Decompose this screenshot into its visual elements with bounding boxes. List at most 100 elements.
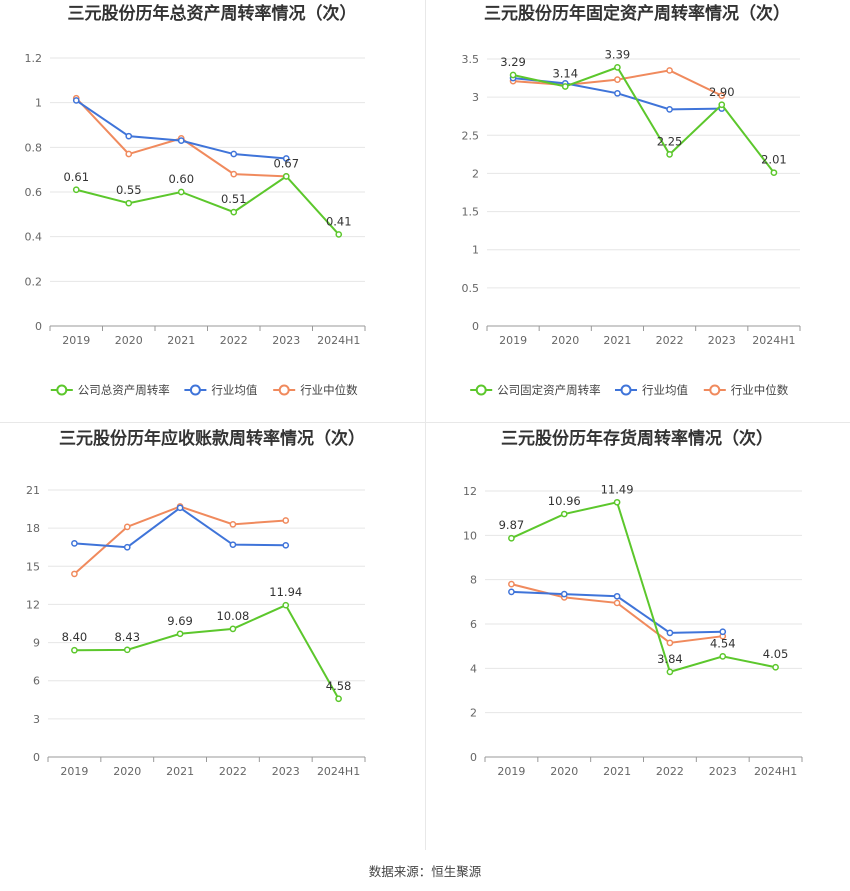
fixed-asset-turnover-chart: 三元股份历年固定资产周转率情况（次） 0 0.5 1 1.5 2 2.5 3 3.5 2019 20… [462, 3, 801, 397]
data-point-median [666, 67, 673, 74]
chart-title: 三元股份历年固定资产周转率情况（次） [484, 3, 790, 24]
data-point-median [229, 520, 237, 528]
y-tick-label: 12 [26, 598, 40, 611]
x-tick-label: 2023 [272, 765, 300, 778]
y-tick-label: 15 [26, 560, 40, 573]
data-point-median [125, 150, 133, 158]
data-label: 0.67 [273, 156, 299, 170]
data-label: 3.14 [552, 66, 578, 80]
data-point-company [177, 188, 185, 196]
data-point-company [614, 64, 621, 71]
series-line-avg [74, 506, 286, 549]
data-label: 4.58 [326, 679, 352, 693]
x-tick-label: 2019 [499, 334, 527, 347]
legend-label: 行业中位数 [731, 383, 789, 397]
data-point-company [561, 83, 569, 90]
data-point-median [230, 170, 238, 178]
data-point-company [230, 208, 238, 216]
chart-title: 三元股份历年应收账款周转率情况（次） [59, 428, 365, 449]
data-point-avg [282, 155, 290, 162]
data-point-company [282, 173, 290, 180]
data-point-avg [71, 540, 78, 547]
data-point-company [772, 663, 779, 671]
legend-item-company[interactable]: 公司固定资产周转率 [470, 383, 601, 397]
x-tick-label: 2023 [708, 334, 736, 347]
y-tick-label: 3.5 [462, 53, 480, 66]
y-tick-label: 0 [470, 751, 477, 764]
y-tick-label: 0.8 [25, 141, 43, 154]
y-tick-label: 10 [463, 529, 477, 542]
y-tick-label: 1.5 [462, 206, 480, 219]
data-point-avg [560, 590, 568, 598]
x-tick-label: 2020 [115, 334, 143, 347]
x-tick-label: 2019 [60, 765, 88, 778]
data-point-company [335, 695, 342, 703]
chart-title: 三元股份历年总资产周转率情况（次） [68, 3, 357, 24]
data-label: 0.60 [168, 172, 194, 186]
data-point-avg [613, 592, 621, 600]
x-tick-label: 2023 [709, 765, 737, 778]
data-label: 3.39 [605, 47, 631, 61]
y-tick-label: 1 [472, 244, 479, 257]
y-tick-label: 1.2 [25, 52, 43, 65]
y-tick-label: 0 [472, 320, 479, 333]
y-tick-label: 0 [33, 751, 40, 764]
x-tick-label: 2021 [166, 765, 194, 778]
data-point-avg [125, 132, 133, 140]
y-tick-label: 4 [470, 662, 477, 675]
data-point-avg [229, 541, 237, 549]
data-point-company [666, 151, 673, 158]
y-tick-label: 6 [470, 618, 477, 631]
y-tick-label: 0.2 [25, 275, 43, 288]
x-tick-label: 2019 [497, 765, 525, 778]
data-point-median [123, 523, 131, 531]
legend-item-company[interactable]: 公司总资产周转率 [50, 383, 170, 397]
series-line-company [511, 501, 776, 674]
x-tick-label: 2024H1 [317, 334, 360, 347]
data-label: 10.08 [216, 609, 249, 623]
series-line-company [512, 66, 775, 174]
legend-item-avg[interactable]: 行业均值 [184, 383, 258, 397]
data-point-company [613, 498, 621, 506]
x-tick-label: 2023 [272, 334, 300, 347]
y-tick-label: 3 [472, 91, 479, 104]
legend-label: 公司固定资产周转率 [497, 383, 601, 397]
data-label: 8.43 [114, 630, 140, 644]
data-point-avg [230, 150, 238, 158]
y-tick-label: 0.6 [25, 186, 43, 199]
data-point-avg [719, 628, 727, 636]
x-tick-label: 2024H1 [317, 765, 360, 778]
legend-item-median[interactable]: 行业中位数 [703, 383, 789, 397]
data-label: 0.51 [221, 192, 247, 206]
data-point-median [282, 517, 290, 524]
data-label: 4.54 [710, 636, 736, 650]
data-point-company [282, 601, 290, 609]
legend-label: 公司总资产周转率 [78, 383, 170, 397]
x-tick-label: 2022 [220, 334, 248, 347]
total-asset-turnover-chart: 三元股份历年总资产周转率情况（次） 0 0.2 0.4 0.6 0.8 1 1.2 2019 20… [25, 3, 366, 397]
x-tick-label: 2022 [656, 334, 684, 347]
data-point-avg [176, 504, 184, 512]
data-point-company [71, 646, 78, 654]
x-tick-label: 2024H1 [754, 765, 797, 778]
y-tick-label: 2 [470, 707, 477, 720]
data-point-median [508, 580, 515, 588]
x-tick-label: 2024H1 [752, 334, 795, 347]
data-label: 2.90 [709, 85, 735, 99]
x-tick-label: 2019 [62, 334, 90, 347]
data-point-company [72, 186, 80, 194]
x-tick-label: 2021 [167, 334, 195, 347]
data-point-avg [614, 89, 621, 97]
y-tick-label: 21 [26, 484, 40, 497]
data-point-avg [123, 543, 131, 551]
y-tick-label: 18 [26, 522, 40, 535]
legend-item-median[interactable]: 行业中位数 [273, 383, 358, 397]
legend-marker [475, 384, 487, 396]
series-line-median [73, 505, 286, 575]
y-tick-label: 0.5 [462, 282, 480, 295]
legend-item-avg[interactable]: 行业均值 [615, 383, 688, 397]
data-point-company [770, 169, 778, 177]
data-label: 4.05 [763, 647, 789, 661]
data-point-median [71, 570, 78, 578]
data-point-company [719, 653, 727, 660]
